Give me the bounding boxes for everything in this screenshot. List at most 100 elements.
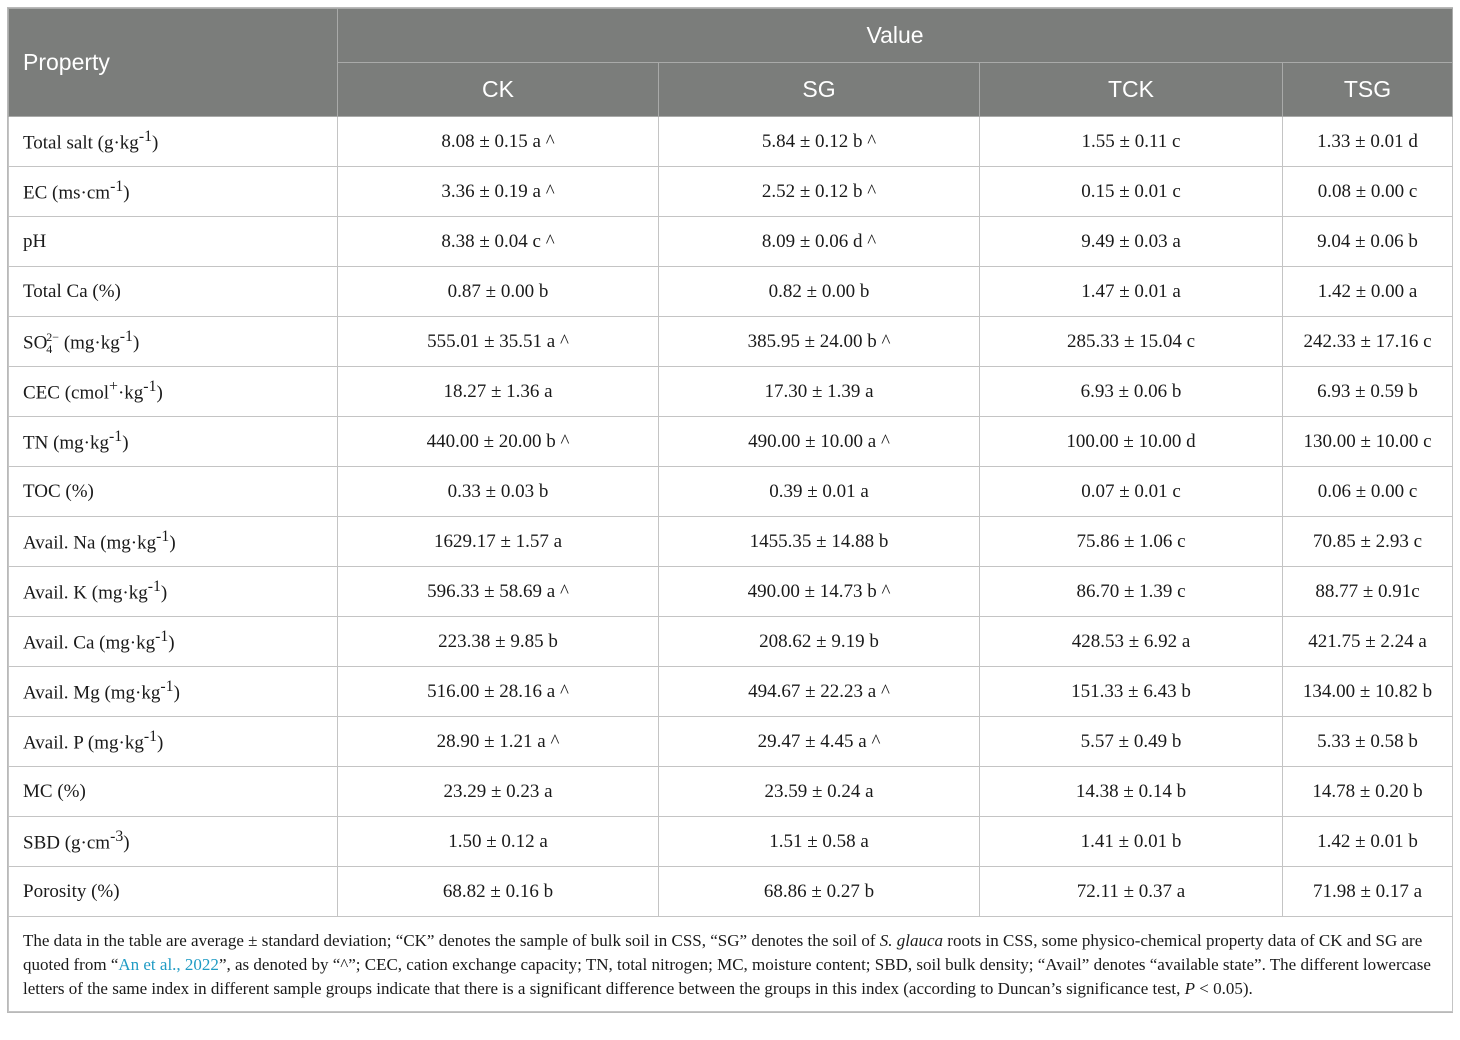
row-label-superscript: -1 bbox=[119, 327, 133, 345]
row-label-superscript: -1 bbox=[156, 528, 170, 546]
cell-tck: 428.53 ± 6.92 a bbox=[979, 616, 1283, 667]
row-label: Porosity (%) bbox=[8, 866, 338, 917]
cell-tsg: 0.08 ± 0.00 c bbox=[1282, 166, 1453, 217]
cell-tck: 285.33 ± 15.04 c bbox=[979, 316, 1283, 367]
table-row: Total salt (g·kg-1) 8.08 ± 0.15 a ^ 5.84 ±… bbox=[8, 116, 1453, 167]
row-label-text: TN (mg·kg bbox=[23, 432, 110, 454]
cell-tsg: 0.06 ± 0.00 c bbox=[1282, 466, 1453, 517]
row-label-unit: ) bbox=[132, 331, 140, 353]
table-row: Avail. Na (mg·kg-1) 1629.17 ± 1.57 a 1455.… bbox=[8, 516, 1453, 567]
row-label-superscript: -1 bbox=[143, 378, 157, 396]
row-label-unit: ) bbox=[173, 682, 180, 704]
footnote-text-2: roots in CSS, some physico-chemical prop… bbox=[23, 931, 1423, 974]
row-label-text: Avail. P (mg·kg bbox=[23, 732, 144, 754]
row-label-superscript: -1 bbox=[143, 728, 158, 746]
table-row: SO 2− 4 (mg·kg-1) 555.01 ± 35.51 a ^ 385.95 … bbox=[8, 316, 1453, 367]
cell-sg: 494.67 ± 22.23 a ^ bbox=[658, 666, 980, 717]
row-label-text: pH bbox=[23, 230, 47, 252]
table-row: CEC (cmol+·kg-1) 18.27 ± 1.36 a 17.30 ± 1.… bbox=[8, 366, 1453, 417]
cell-ck: 516.00 ± 28.16 a ^ bbox=[337, 666, 659, 717]
cell-ck: 0.33 ± 0.03 b bbox=[337, 466, 659, 517]
row-label: SBD (g·cm-3) bbox=[8, 816, 338, 867]
cell-tsg: 14.78 ± 0.20 b bbox=[1282, 766, 1453, 817]
cell-ck: 440.00 ± 20.00 b ^ bbox=[337, 416, 659, 467]
soil-properties-table: Property Value CK SG TCK TSG Total salt … bbox=[8, 8, 1453, 1012]
cell-tck: 1.55 ± 0.11 c bbox=[979, 116, 1283, 167]
cell-sg: 2.52 ± 0.12 b ^ bbox=[658, 166, 980, 217]
cell-tsg: 1.42 ± 0.01 b bbox=[1282, 816, 1453, 867]
column-header-tck: TCK bbox=[979, 62, 1283, 117]
footnote-species: S. glauca bbox=[879, 931, 944, 950]
cell-sg: 385.95 ± 24.00 b ^ bbox=[658, 316, 980, 367]
row-label-unit: (mg·kg bbox=[59, 331, 120, 353]
row-label: MC (%) bbox=[8, 766, 338, 817]
cell-tck: 6.93 ± 0.06 b bbox=[979, 366, 1283, 417]
cell-tck: 86.70 ± 1.39 c bbox=[979, 566, 1283, 617]
cell-ck: 8.08 ± 0.15 a ^ bbox=[337, 116, 659, 167]
table-row: Avail. P (mg·kg-1) 28.90 ± 1.21 a ^ 29.47 … bbox=[8, 716, 1453, 767]
cell-ck: 23.29 ± 0.23 a bbox=[337, 766, 659, 817]
reference-link[interactable]: An et al., 2022 bbox=[118, 955, 219, 974]
cell-tsg: 134.00 ± 10.82 b bbox=[1282, 666, 1453, 717]
row-label-superscript: -1 bbox=[110, 178, 124, 196]
row-label-superscript: -1 bbox=[147, 578, 161, 596]
cell-tck: 1.47 ± 0.01 a bbox=[979, 266, 1283, 317]
table-footnote: The data in the table are average ± stan… bbox=[8, 916, 1453, 1012]
cell-ck: 1.50 ± 0.12 a bbox=[337, 816, 659, 867]
cell-ck: 28.90 ± 1.21 a ^ bbox=[337, 716, 659, 767]
row-label-text: Total salt (g·kg bbox=[23, 132, 139, 154]
cell-tsg: 130.00 ± 10.00 c bbox=[1282, 416, 1453, 467]
cell-sg: 1455.35 ± 14.88 b bbox=[658, 516, 980, 567]
row-label: pH bbox=[8, 216, 338, 267]
row-label: TOC (%) bbox=[8, 466, 338, 517]
cell-tck: 9.49 ± 0.03 a bbox=[979, 216, 1283, 267]
column-header-sg: SG bbox=[658, 62, 980, 117]
row-label-superscript: 2− bbox=[46, 330, 60, 345]
row-label-text: SBD (g·cm bbox=[23, 832, 111, 854]
cell-tck: 151.33 ± 6.43 b bbox=[979, 666, 1283, 717]
table-row: Avail. Mg (mg·kg-1) 516.00 ± 28.16 a ^ 494… bbox=[8, 666, 1453, 717]
row-label-superscript: -1 bbox=[109, 428, 123, 446]
cell-sg: 0.82 ± 0.00 b bbox=[658, 266, 980, 317]
row-label-text: CEC (cmol bbox=[23, 382, 110, 404]
cell-tsg: 9.04 ± 0.06 b bbox=[1282, 216, 1453, 267]
column-header-ck: CK bbox=[337, 62, 659, 117]
row-label-unit: ) bbox=[160, 582, 168, 604]
chemical-formula-indices: 2− 4 bbox=[46, 331, 59, 355]
row-label: Avail. Na (mg·kg-1) bbox=[8, 516, 338, 567]
table-row: TN (mg·kg-1) 440.00 ± 20.00 b ^ 490.00 ± 1… bbox=[8, 416, 1453, 467]
cell-tck: 1.41 ± 0.01 b bbox=[979, 816, 1283, 867]
cell-ck: 18.27 ± 1.36 a bbox=[337, 366, 659, 417]
cell-sg: 8.09 ± 0.06 d ^ bbox=[658, 216, 980, 267]
cell-tsg: 5.33 ± 0.58 b bbox=[1282, 716, 1453, 767]
cell-tck: 0.07 ± 0.01 c bbox=[979, 466, 1283, 517]
row-label: TN (mg·kg-1) bbox=[8, 416, 338, 467]
table-row: pH 8.38 ± 0.04 c ^ 8.09 ± 0.06 d ^ 9.49 ± 0… bbox=[8, 216, 1453, 267]
row-label: CEC (cmol+·kg-1) bbox=[8, 366, 338, 417]
row-label-text: TOC (%) bbox=[23, 480, 94, 502]
row-label: Avail. K (mg·kg-1) bbox=[8, 566, 338, 617]
cell-ck: 596.33 ± 58.69 a ^ bbox=[337, 566, 659, 617]
row-label-unit: ·kg bbox=[117, 382, 144, 404]
row-label: Total salt (g·kg-1) bbox=[8, 116, 338, 167]
property-header: Property bbox=[8, 8, 338, 117]
cell-tck: 0.15 ± 0.01 c bbox=[979, 166, 1283, 217]
cell-ck: 68.82 ± 0.16 b bbox=[337, 866, 659, 917]
cell-ck: 8.38 ± 0.04 c ^ bbox=[337, 216, 659, 267]
table-row: Total Ca (%) 0.87 ± 0.00 b 0.82 ± 0.00 b 1.… bbox=[8, 266, 1453, 317]
cell-tck: 14.38 ± 0.14 b bbox=[979, 766, 1283, 817]
row-label-subscript: 4 bbox=[46, 342, 53, 357]
table-row: MC (%) 23.29 ± 0.23 a 23.59 ± 0.24 a 14.38 … bbox=[8, 766, 1453, 817]
row-label-superscript: -1 bbox=[155, 628, 169, 646]
row-label: EC (ms·cm-1) bbox=[8, 166, 338, 217]
table-row: Avail. Ca (mg·kg-1) 223.38 ± 9.85 b 208.62… bbox=[8, 616, 1453, 667]
row-label-unit: ) bbox=[123, 832, 130, 854]
data-table-container: Property Value CK SG TCK TSG Total salt … bbox=[7, 7, 1453, 1013]
row-label: Total Ca (%) bbox=[8, 266, 338, 317]
row-label-text: Avail. Mg (mg·kg bbox=[23, 682, 161, 704]
cell-tsg: 1.33 ± 0.01 d bbox=[1282, 116, 1453, 167]
cell-tck: 72.11 ± 0.37 a bbox=[979, 866, 1283, 917]
row-label-unit: ) bbox=[168, 632, 175, 654]
row-label-unit: ) bbox=[122, 432, 129, 454]
cell-tsg: 6.93 ± 0.59 b bbox=[1282, 366, 1453, 417]
